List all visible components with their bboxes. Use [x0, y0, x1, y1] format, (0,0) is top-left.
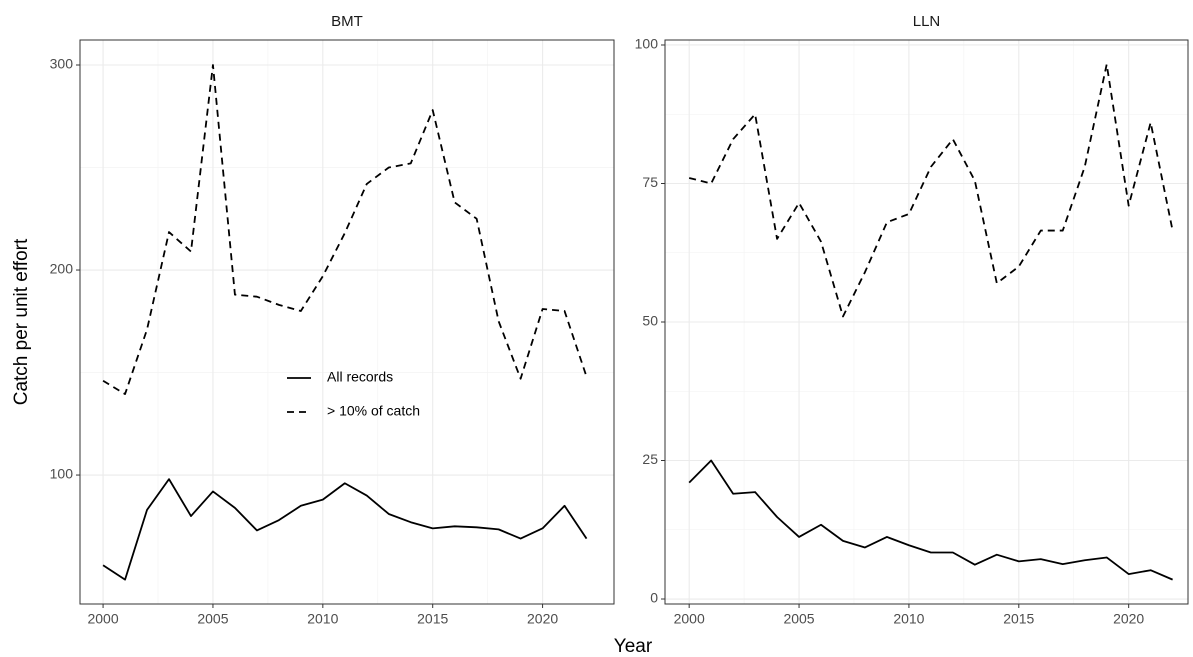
x-tick-label: 2020: [1113, 611, 1144, 627]
legend-label: All records: [327, 369, 393, 385]
panel-title: LLN: [913, 13, 941, 30]
panel-title: BMT: [331, 13, 363, 30]
x-tick-label: 2010: [893, 611, 924, 627]
y-tick-label: 300: [50, 56, 74, 72]
x-tick-label: 2015: [1003, 611, 1034, 627]
y-tick-label: 100: [50, 466, 74, 482]
panel-border: [664, 39, 1189, 605]
y-tick-label: 50: [642, 313, 658, 329]
x-tick-label: 2010: [307, 611, 338, 627]
y-tick-label: 100: [635, 36, 659, 52]
y-axis-title: Catch per unit effort: [11, 238, 32, 405]
series-line: [102, 478, 588, 581]
x-tick-label: 2005: [197, 611, 228, 627]
legend-label: > 10% of catch: [327, 403, 420, 419]
series-line: [688, 459, 1173, 581]
y-tick-label: 25: [642, 451, 658, 467]
y-tick-label: 200: [50, 261, 74, 277]
series-line: [102, 64, 588, 395]
series-line: [688, 63, 1174, 318]
x-tick-label: 2000: [87, 611, 118, 627]
y-tick-label: 0: [650, 590, 658, 606]
panel-border: [79, 39, 615, 605]
y-tick-label: 75: [642, 174, 658, 190]
x-axis-title: Year: [614, 636, 653, 657]
x-tick-label: 2000: [674, 611, 705, 627]
x-tick-label: 2005: [783, 611, 814, 627]
x-tick-label: 2020: [527, 611, 558, 627]
x-tick-label: 2015: [417, 611, 448, 627]
